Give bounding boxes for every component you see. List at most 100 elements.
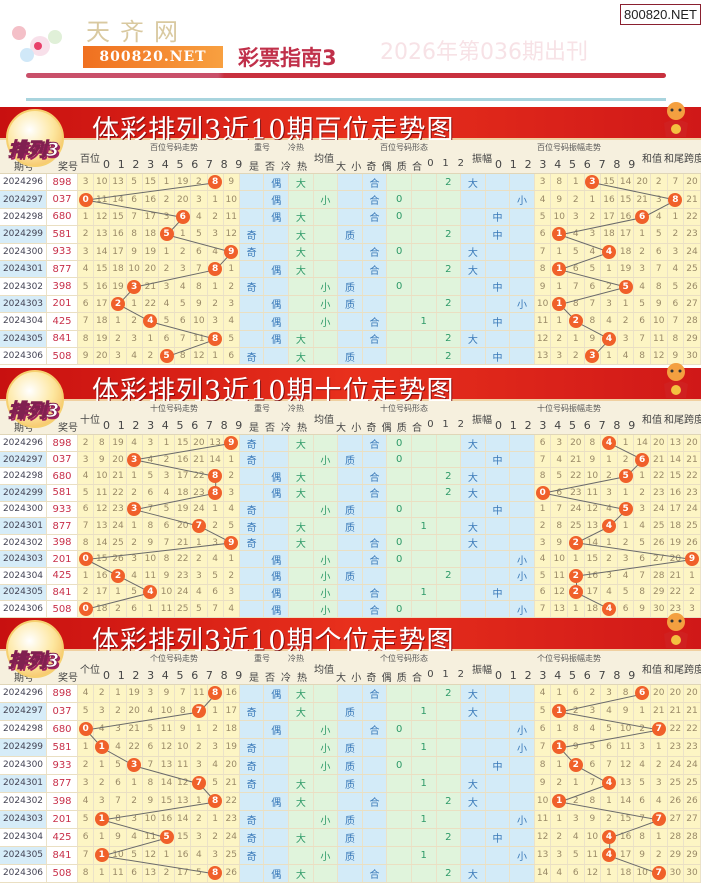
form-cell: 1	[411, 774, 437, 792]
trend-cell: 10	[142, 551, 159, 568]
form-cell	[338, 260, 363, 278]
hit-ball: 8	[208, 794, 223, 809]
amplitude-cell: 1	[634, 226, 651, 243]
trend-digit-header: 1	[117, 668, 125, 682]
trend-cell: 1	[78, 738, 95, 756]
amplitude-cell: 16	[601, 191, 618, 208]
amplitude-cell: 8	[667, 330, 685, 347]
amp-digit-header: 1	[509, 668, 517, 682]
amplitude-cell: 5	[601, 720, 618, 738]
form-cell	[264, 501, 290, 518]
amplitude-cell: 2	[551, 828, 568, 846]
form-cell: 0	[387, 601, 412, 617]
form-cell	[411, 451, 437, 468]
form-cell: 奇	[239, 518, 265, 534]
trend-cell: 7	[207, 601, 224, 617]
form-cell: 质	[338, 828, 363, 846]
form-cell	[289, 278, 314, 295]
table-row: 2024297 037 5 3 2 20 4 10 8 7 1 17 奇大质 1 大 5 1 2 3 4 9 1 21 21 2…	[0, 702, 701, 721]
form-cell	[338, 313, 363, 330]
form-cell	[362, 702, 388, 720]
amplitude-cell: 6	[634, 451, 651, 468]
trend-cell: 8	[158, 551, 176, 568]
form-cell	[411, 828, 437, 846]
form-cell	[485, 568, 511, 584]
trend-cell: 22	[175, 551, 192, 568]
winning-number-cell: 680	[47, 720, 78, 738]
trend-cell: 3	[223, 584, 240, 601]
form-cell	[239, 468, 265, 485]
amplitude-cell: 8	[568, 720, 585, 738]
form-cell	[436, 534, 462, 551]
form-cell: 奇	[239, 226, 265, 243]
amplitude-cell: 1	[650, 738, 668, 756]
table-row: 2024302 398 4 3 7 2 9 15 13 1 8 22 偶大合 2 大 10 1 2 8 1 14 6 4 26…	[0, 792, 701, 811]
trend-cell: 4	[191, 846, 208, 864]
form-cell	[411, 485, 437, 501]
trend-digit-header: 0	[103, 668, 110, 682]
issue-cell: 2024305	[0, 330, 47, 347]
amplitude-cell: 18	[617, 864, 635, 882]
amplitude-cell: 17	[601, 208, 618, 226]
form-cell	[411, 260, 437, 278]
form-cell: 0	[387, 243, 412, 260]
hit-ball: 8	[208, 485, 223, 500]
form-cell: 合	[362, 208, 388, 226]
winning-number-cell: 933	[47, 501, 78, 518]
form-cell	[239, 684, 265, 702]
trend-cell: 7	[78, 518, 95, 534]
amplitude-cell: 7	[634, 568, 651, 584]
amplitude-cell: 21	[684, 702, 701, 720]
amplitude-cell: 19	[667, 534, 685, 551]
trend-cell: 3	[207, 534, 224, 551]
trend-cell: 3	[142, 684, 159, 702]
trend-cell: 4	[223, 313, 240, 330]
form-cell	[436, 551, 462, 568]
amplitude-cell: 8	[617, 684, 635, 702]
amplitude-cell: 7	[584, 295, 602, 313]
trend-cell: 9	[223, 243, 240, 260]
form-cell: 质	[338, 846, 363, 864]
amp-group-header: 百位号码振幅走势	[537, 143, 601, 152]
amplitude-cell: 1	[568, 601, 585, 617]
trend-cell: 7	[110, 792, 127, 810]
trend-cell: 3	[126, 330, 143, 347]
trend-cell: 1	[94, 828, 111, 846]
site-badge[interactable]: 800820.NET	[620, 4, 701, 25]
form-cell: 奇	[239, 702, 265, 720]
form-cell: 2	[436, 260, 462, 278]
form-cell: 小	[313, 720, 339, 738]
table-row: 2024304 425 1 16 2 4 11 9 23 3 5 2 偶小质 2 小 5 11 2 16 3 4 7 28 2…	[0, 568, 701, 585]
trend-group-header: 十位号码走势	[150, 404, 198, 414]
site-url-logo[interactable]: 800820.NET	[83, 46, 223, 68]
amplitude-cell: 6	[667, 295, 685, 313]
trend-cell: 7	[191, 774, 208, 792]
form-cell	[411, 191, 437, 208]
form-cell: 中	[485, 226, 511, 243]
amp-digit-header: 2	[524, 158, 532, 171]
form-sub-header: 2	[457, 158, 464, 169]
trend-cell: 2	[94, 774, 111, 792]
form-cell: 奇	[239, 810, 265, 828]
trend-cell: 23	[191, 485, 208, 501]
trend-cell: 7	[142, 756, 159, 774]
amplitude-cell: 11	[617, 738, 635, 756]
issue-cell: 2024300	[0, 243, 47, 260]
amplitude-cell: 30	[667, 864, 685, 882]
form-cell: 小	[313, 756, 339, 774]
form-cell: 小	[313, 568, 339, 584]
form-cell: 大	[289, 330, 314, 347]
amplitude-cell: 1	[667, 208, 685, 226]
trend-cell: 8	[142, 518, 159, 534]
span-header: 跨度	[684, 664, 701, 676]
form-cell	[289, 738, 314, 756]
form-cell	[411, 347, 437, 365]
table-row: 2024305 841 2 17 1 5 4 10 24 4 6 3 偶小合 1 中 6 12 2 17 4 5 8 29 2…	[0, 584, 701, 602]
number-header: 奖号	[58, 423, 78, 435]
amplitude-cell: 22	[667, 584, 685, 601]
form-cell	[411, 720, 437, 738]
hit-ball: 8	[668, 192, 683, 207]
trend-cell: 4	[78, 260, 95, 278]
trend-cell: 25	[175, 601, 192, 617]
form-cell	[461, 347, 486, 365]
